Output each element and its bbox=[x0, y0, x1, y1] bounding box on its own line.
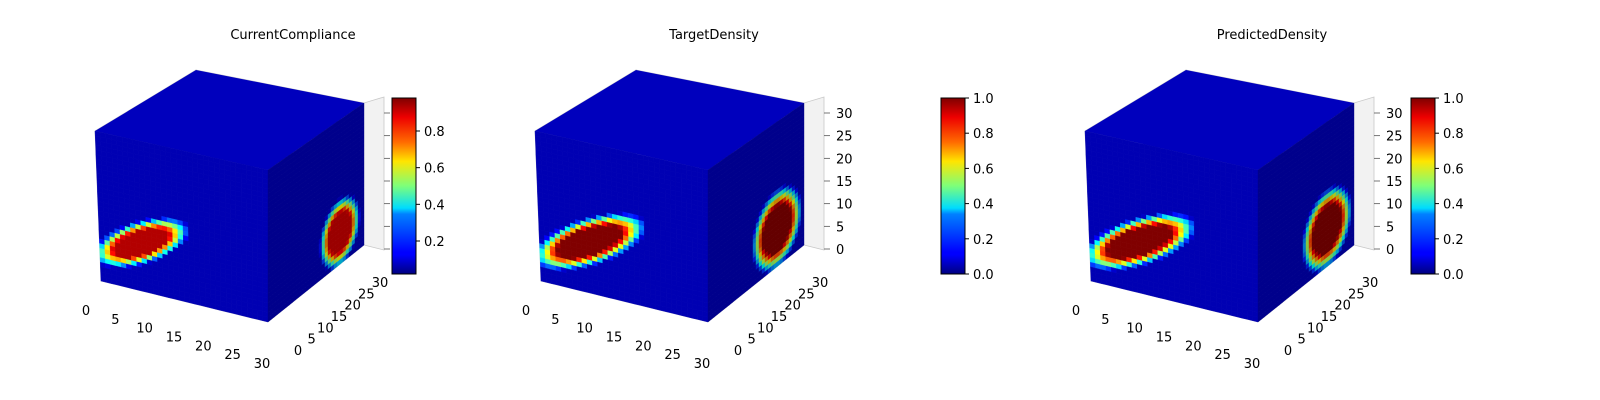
x-tick-label: 0 bbox=[82, 304, 90, 319]
z-tick-label: 0 bbox=[836, 243, 844, 258]
voxel bbox=[241, 310, 248, 318]
subplot-3: PredictedDensity051015202530051015202530… bbox=[1072, 28, 1464, 372]
voxel bbox=[215, 304, 222, 311]
x-tick-label: 5 bbox=[111, 313, 119, 328]
x-tick-label: 25 bbox=[224, 348, 241, 363]
y-tick-label: 0 bbox=[294, 344, 302, 359]
y-tick-label: 30 bbox=[372, 276, 389, 291]
x-tick-label: 25 bbox=[664, 348, 681, 363]
y-tick-label: 30 bbox=[812, 276, 829, 291]
y-tick-label: 0 bbox=[734, 344, 742, 359]
colorbar-tick-label: 0.4 bbox=[973, 198, 994, 213]
colorbar bbox=[940, 97, 966, 275]
voxel bbox=[1205, 304, 1212, 311]
voxel bbox=[686, 311, 693, 319]
voxel bbox=[236, 309, 243, 316]
subplot-title: TargetDensity bbox=[668, 28, 759, 43]
subplot-title: PredictedDensity bbox=[1217, 28, 1328, 43]
colorbar-tick-label: 0.8 bbox=[424, 125, 445, 140]
x-tick-label: 20 bbox=[195, 339, 212, 354]
colorbar-tick-label: 0.8 bbox=[973, 127, 994, 142]
subplot-title: CurrentCompliance bbox=[230, 28, 355, 43]
voxel bbox=[262, 315, 269, 323]
z-tick-label: 5 bbox=[836, 220, 844, 235]
z-tick-label: 30 bbox=[836, 107, 853, 122]
voxel bbox=[252, 313, 258, 320]
colorbar-tick-label: 0.0 bbox=[973, 268, 994, 283]
voxel bbox=[702, 315, 709, 323]
cube-top-face bbox=[95, 70, 364, 170]
voxel bbox=[246, 311, 253, 319]
colorbar-tick-label: 1.0 bbox=[973, 92, 994, 107]
voxel bbox=[697, 314, 703, 321]
colorbar-tick-label: 0.2 bbox=[973, 233, 994, 248]
voxel bbox=[681, 310, 688, 318]
colorbar-tick-label: 0.4 bbox=[424, 198, 445, 213]
x-tick-label: 0 bbox=[522, 304, 530, 319]
x-tick-label: 30 bbox=[694, 357, 711, 372]
x-tick-label: 30 bbox=[254, 357, 271, 372]
x-tick-label: 10 bbox=[136, 322, 153, 337]
x-tick-label: 15 bbox=[166, 331, 183, 346]
colorbar-tick-label: 0.2 bbox=[424, 235, 445, 250]
x-tick-label: 20 bbox=[635, 339, 652, 354]
voxel bbox=[257, 314, 263, 321]
y-tick-label: 5 bbox=[748, 333, 756, 348]
subplot-1: CurrentCompliance05101520253005101520253… bbox=[82, 28, 445, 372]
colorbar-tick-label: 0.6 bbox=[424, 162, 445, 177]
voxel bbox=[692, 313, 698, 320]
x-tick-label: 15 bbox=[606, 331, 623, 346]
x-tick-label: 10 bbox=[576, 322, 593, 337]
subplot-2: TargetDensity051015202530051015202530051… bbox=[522, 28, 994, 372]
z-tick-label: 10 bbox=[836, 198, 853, 213]
y-tick-label: 5 bbox=[308, 333, 316, 348]
z-tick-label: 20 bbox=[836, 152, 853, 167]
colorbar-tick-label: 0.6 bbox=[973, 162, 994, 177]
colorbar bbox=[391, 97, 417, 275]
z-tick-label: 25 bbox=[836, 130, 853, 145]
voxel bbox=[676, 309, 683, 316]
z-tick-label: 15 bbox=[836, 175, 853, 190]
x-tick-label: 5 bbox=[551, 313, 559, 328]
voxel bbox=[655, 304, 662, 311]
cube-front-face bbox=[94, 130, 269, 323]
